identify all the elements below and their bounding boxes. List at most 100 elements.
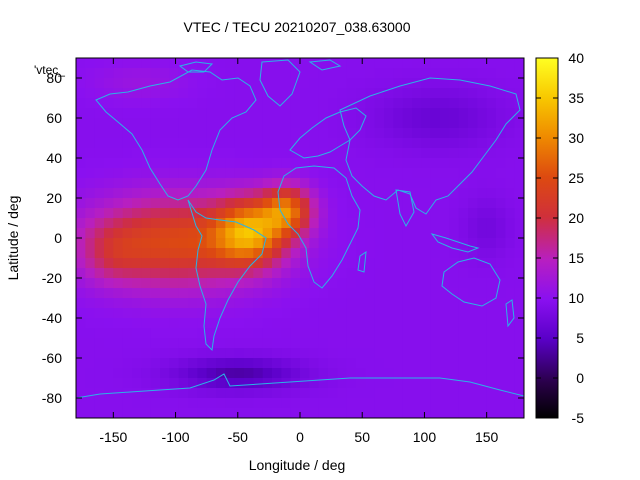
heatmap-cell xyxy=(440,218,450,229)
heatmap-cell xyxy=(272,188,282,199)
heatmap-cell xyxy=(402,148,413,159)
heatmap-cell xyxy=(309,298,320,309)
heatmap-cell xyxy=(440,298,450,309)
heatmap-cell xyxy=(412,338,422,349)
heatmap-cell xyxy=(421,338,432,349)
heatmap-cell xyxy=(104,188,114,199)
heatmap-cell xyxy=(449,68,460,79)
heatmap-cell xyxy=(477,368,488,379)
heatmap-cell xyxy=(514,228,524,239)
heatmap-cell xyxy=(225,408,236,418)
heatmap-cell xyxy=(468,148,478,159)
heatmap-cell xyxy=(402,298,413,309)
heatmap-cell xyxy=(496,198,506,209)
heatmap-cell xyxy=(234,118,245,129)
heatmap-cell xyxy=(178,338,189,349)
heatmap-cell xyxy=(318,378,329,389)
heatmap-cell xyxy=(356,108,366,119)
heatmap-cell xyxy=(440,228,450,239)
heatmap-cell xyxy=(440,98,450,109)
heatmap-cell xyxy=(290,68,301,79)
heatmap-cell xyxy=(486,228,497,239)
heatmap-cell xyxy=(477,408,488,418)
heatmap-cell xyxy=(309,128,320,139)
heatmap-cell xyxy=(188,408,198,418)
heatmap-cell xyxy=(356,138,366,149)
heatmap-cell xyxy=(318,178,329,189)
heatmap-cell xyxy=(188,98,198,109)
heatmap-cell xyxy=(253,118,264,129)
heatmap-cell xyxy=(132,318,142,329)
heatmap-cell xyxy=(244,168,254,179)
heatmap-cell xyxy=(393,138,404,149)
heatmap-cell xyxy=(281,128,292,139)
heatmap-cell xyxy=(393,118,404,129)
heatmap-cell xyxy=(468,208,478,219)
heatmap-cell xyxy=(122,208,133,219)
heatmap-cell xyxy=(253,278,264,289)
heatmap-cell xyxy=(496,298,506,309)
heatmap-cell xyxy=(178,98,189,109)
heatmap-cell xyxy=(225,388,236,399)
heatmap-cell xyxy=(309,158,320,169)
heatmap-cell xyxy=(337,238,348,249)
heatmap-cell xyxy=(468,138,478,149)
heatmap-cell xyxy=(477,398,488,409)
heatmap-cell xyxy=(262,128,273,139)
heatmap-cell xyxy=(281,98,292,109)
heatmap-cell xyxy=(477,288,488,299)
heatmap-cell xyxy=(346,248,357,259)
heatmap-cell xyxy=(262,148,273,159)
heatmap-cell xyxy=(160,218,170,229)
heatmap-cell xyxy=(468,338,478,349)
heatmap-cell xyxy=(188,368,198,379)
heatmap-cell xyxy=(234,148,245,159)
heatmap-cell xyxy=(122,218,133,229)
heatmap-cell xyxy=(412,188,422,199)
heatmap-cell xyxy=(421,218,432,229)
heatmap-cell xyxy=(486,388,497,399)
heatmap-cell xyxy=(496,238,506,249)
heatmap-cell xyxy=(458,68,469,79)
heatmap-cell xyxy=(412,258,422,269)
heatmap-cell xyxy=(300,338,310,349)
heatmap-cell xyxy=(337,258,348,269)
heatmap-cell xyxy=(402,378,413,389)
heatmap-cell xyxy=(150,308,161,319)
heatmap-cell xyxy=(206,248,217,259)
heatmap-cell xyxy=(132,248,142,259)
heatmap-cell xyxy=(402,138,413,149)
heatmap-cell xyxy=(104,118,114,129)
heatmap-cell xyxy=(104,328,114,339)
heatmap-cell xyxy=(402,388,413,399)
heatmap-cell xyxy=(496,288,506,299)
heatmap-cell xyxy=(76,138,86,149)
heatmap-cell xyxy=(505,368,516,379)
heatmap-cell xyxy=(477,208,488,219)
heatmap-cell xyxy=(393,368,404,379)
heatmap-cell xyxy=(272,208,282,219)
heatmap-cell xyxy=(309,138,320,149)
heatmap-cell xyxy=(253,168,264,179)
heatmap-cell xyxy=(477,158,488,169)
heatmap-cell xyxy=(85,168,96,179)
heatmap-cell xyxy=(85,348,96,359)
heatmap-cell xyxy=(328,68,338,79)
heatmap-cell xyxy=(440,148,450,159)
heatmap-cell xyxy=(225,88,236,99)
coastline-greenland xyxy=(259,59,301,107)
heatmap-cell xyxy=(393,358,404,369)
heatmap-cell xyxy=(132,168,142,179)
heatmap-cell xyxy=(393,268,404,279)
heatmap-cell xyxy=(178,198,189,209)
heatmap-cell xyxy=(216,218,226,229)
heatmap-cell xyxy=(449,278,460,289)
heatmap-cell xyxy=(244,78,254,89)
heatmap-cell xyxy=(216,118,226,129)
heatmap-cell xyxy=(197,268,208,279)
heatmap-cell xyxy=(141,58,152,69)
heatmap-cell xyxy=(356,208,366,219)
heatmap-cell xyxy=(169,268,180,279)
axes: -150 -100 -50 0 50 100 150806040200-20-40-60-8… xyxy=(42,58,524,445)
heatmap-cell xyxy=(384,78,394,89)
